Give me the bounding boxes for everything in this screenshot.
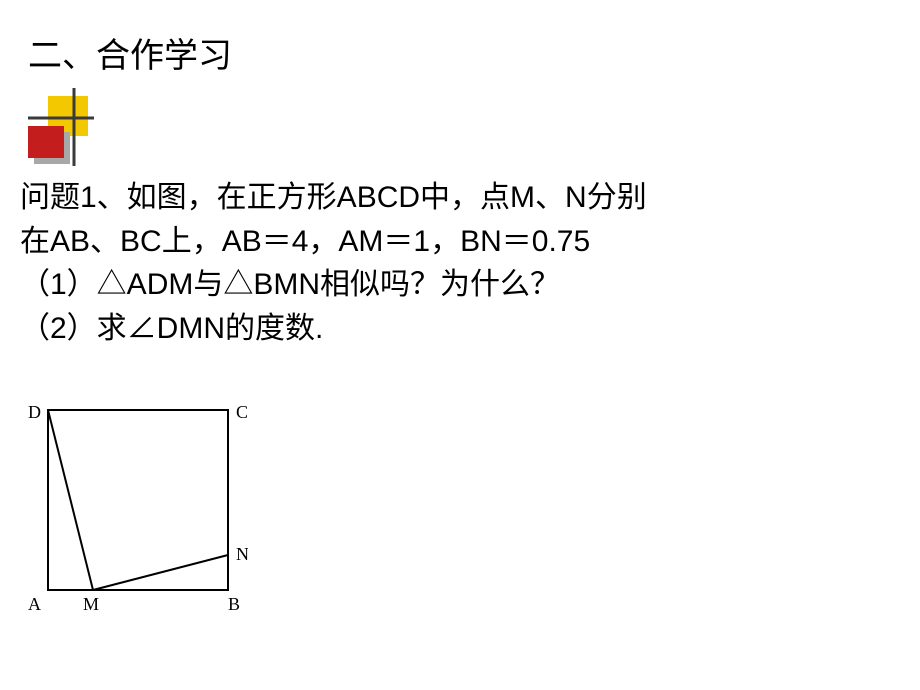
geometry-diagram: D C A B M N	[28, 400, 248, 630]
section-title: 二、合作学习	[28, 28, 232, 77]
problem-line-2: 在AB、BC上，AB＝4，AM＝1，BN＝0.75	[20, 220, 900, 264]
edge-m-n	[93, 555, 228, 590]
point-label-n: N	[236, 544, 248, 564]
point-label-b: B	[228, 594, 240, 614]
problem-text: 问题1、如图，在正方形ABCD中，点M、N分别 在AB、BC上，AB＝4，AM＝…	[20, 176, 900, 350]
decoration-graphic	[28, 88, 108, 168]
point-label-d: D	[28, 402, 41, 422]
point-label-c: C	[236, 402, 248, 422]
edge-d-m	[48, 410, 93, 590]
point-label-m: M	[83, 594, 99, 614]
problem-line-4: （2）求∠DMN的度数.	[20, 307, 900, 351]
point-label-a: A	[28, 594, 41, 614]
problem-line-1: 问题1、如图，在正方形ABCD中，点M、N分别	[20, 176, 900, 220]
problem-line-3: （1）△ADM与△BMN相似吗？为什么？	[20, 263, 900, 307]
red-square	[28, 126, 64, 158]
